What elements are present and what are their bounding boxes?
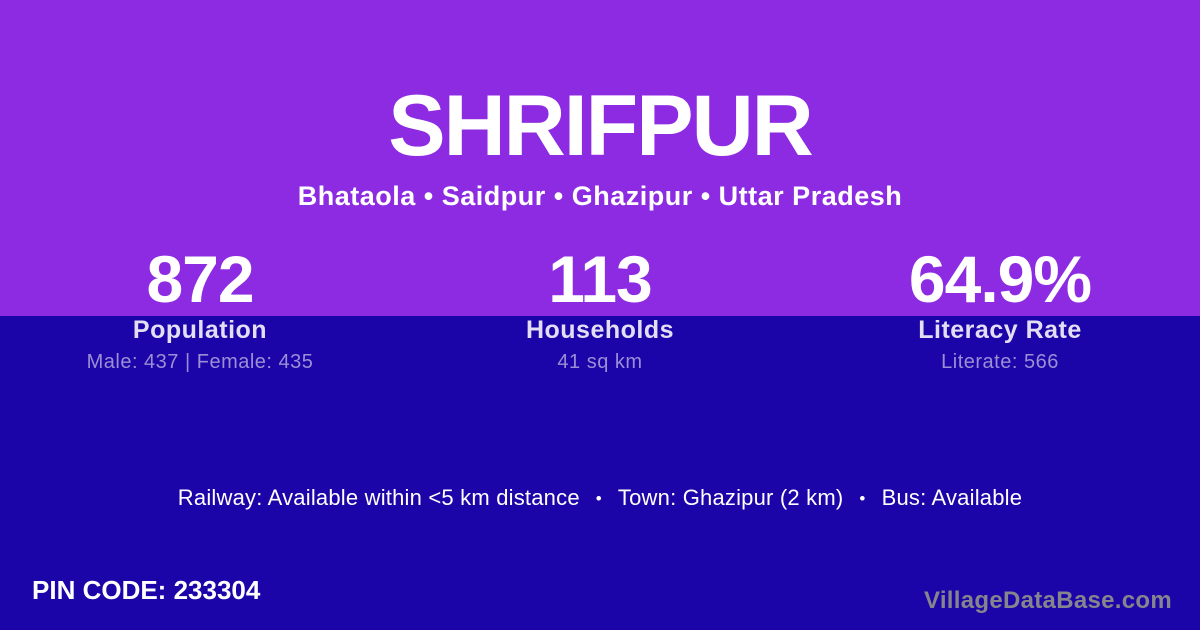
population-value: 872: [146, 242, 254, 316]
stat-households: 113 Households 41 sq km: [400, 246, 800, 372]
location-breadcrumb: Bhataola • Saidpur • Ghazipur • Uttar Pr…: [297, 181, 903, 211]
literacy-label: Literacy Rate: [918, 316, 1082, 344]
stat-population: 872 Population Male: 437 | Female: 435: [0, 246, 400, 372]
watermark: VillageDataBase.com: [923, 587, 1172, 614]
amenities-line: Railway: Available within <5 km distance…: [0, 484, 1200, 513]
bullet-separator: •: [595, 489, 602, 508]
railway-info: Railway: Available within <5 km distance: [177, 485, 580, 510]
population-label: Population: [132, 316, 268, 344]
literacy-detail: Literate: 566: [941, 351, 1059, 373]
town-info: Town: Ghazipur (2 km): [617, 485, 844, 510]
households-detail: 41 sq km: [557, 351, 643, 373]
literacy-value: 64.9%: [908, 242, 1092, 316]
pin-code: PIN CODE: 233304: [32, 575, 261, 605]
page-title: SHRIFPUR: [388, 78, 814, 174]
households-value: 113: [548, 242, 652, 316]
stats-row: 872 Population Male: 437 | Female: 435 1…: [0, 246, 1200, 372]
bullet-separator: •: [859, 489, 866, 508]
households-label: Households: [525, 316, 675, 344]
population-detail: Male: 437 | Female: 435: [86, 351, 314, 373]
bus-info: Bus: Available: [881, 485, 1023, 510]
stat-literacy: 64.9% Literacy Rate Literate: 566: [800, 246, 1200, 372]
